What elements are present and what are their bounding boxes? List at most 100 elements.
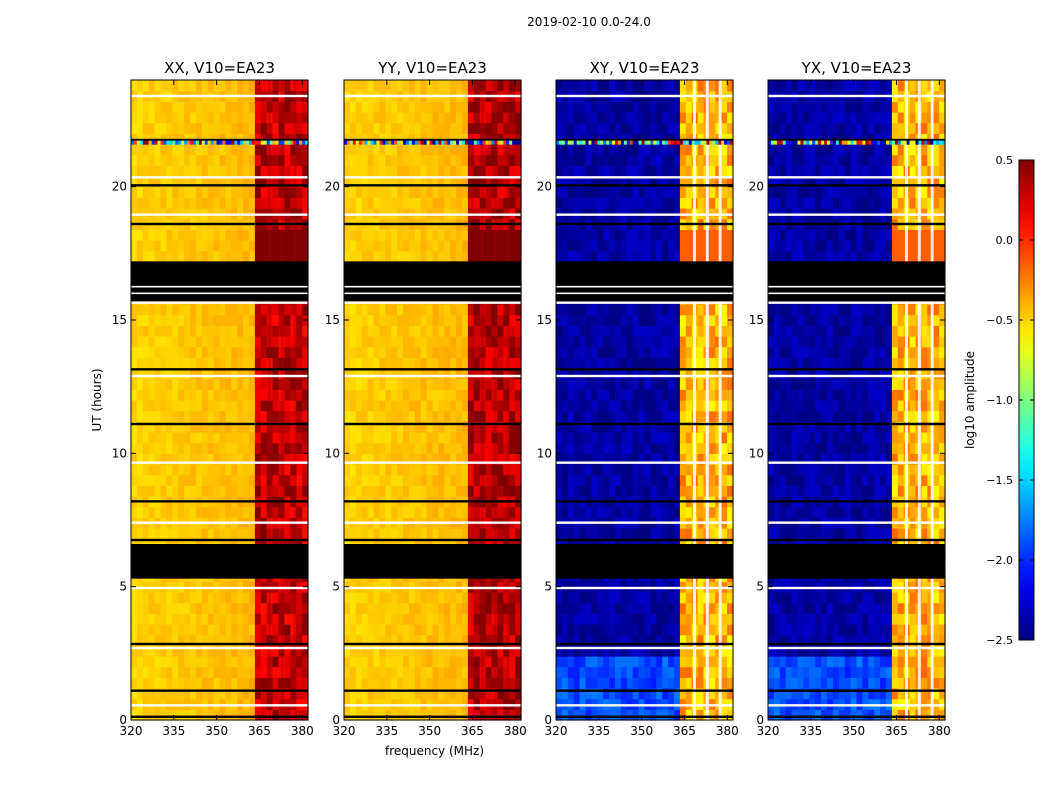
heatmap-cell [155, 443, 162, 454]
heatmap-cell [296, 475, 303, 486]
heatmap-cell [645, 400, 652, 411]
heatmap-cell [344, 80, 351, 91]
heatmap-cell [261, 251, 268, 262]
heatmap-cell [709, 464, 716, 475]
x-tick-label: 380 [504, 724, 527, 738]
heatmap-cell [474, 336, 481, 347]
heatmap-cell [220, 155, 227, 166]
heatmap-cell [486, 229, 493, 240]
heatmap-cell [284, 101, 291, 112]
rfi-row-cell [412, 141, 415, 145]
heatmap-cell [397, 155, 404, 166]
heatmap-cell [196, 123, 203, 134]
heatmap-cell [427, 624, 434, 635]
heatmap-cell [202, 485, 209, 496]
heatmap-cell [450, 336, 457, 347]
heatmap-cell [208, 155, 215, 166]
heatmap-cell [421, 485, 428, 496]
heatmap-cell [662, 379, 669, 390]
heatmap-cell [368, 443, 375, 454]
heatmap-cell [231, 251, 238, 262]
heatmap-cell [662, 325, 669, 336]
heatmap-cell [255, 112, 262, 123]
heatmap-cell [468, 112, 475, 123]
heatmap-cell [214, 592, 221, 603]
heatmap-cell [462, 144, 469, 155]
heatmap-cell [237, 379, 244, 390]
heatmap-cell [468, 624, 475, 635]
heatmap-cell [178, 101, 185, 112]
rfi-row-cell [471, 141, 474, 145]
heatmap-cell [462, 677, 469, 688]
heatmap-cell [662, 411, 669, 422]
heatmap-cell [639, 507, 646, 518]
heatmap-cell [368, 325, 375, 336]
heatmap-cell [368, 80, 375, 91]
heatmap-cell [556, 613, 563, 624]
heatmap-cell [433, 315, 440, 326]
heatmap-cell [379, 624, 386, 635]
heatmap-cell [450, 144, 457, 155]
rfi-row-cell [161, 141, 164, 145]
heatmap-cell [686, 709, 693, 720]
heatmap-cell [172, 485, 179, 496]
heatmap-cell [344, 485, 351, 496]
heatmap-cell [468, 144, 475, 155]
heatmap-cell [591, 325, 598, 336]
heatmap-cell [379, 101, 386, 112]
heatmap-cell [178, 485, 185, 496]
heatmap-cell [656, 485, 663, 496]
heatmap-cell [202, 144, 209, 155]
heatmap-cell [497, 411, 504, 422]
heatmap-cell [255, 304, 262, 315]
heatmap-cell [456, 624, 463, 635]
rfi-row-cell [418, 141, 421, 145]
heatmap-cell [202, 400, 209, 411]
heatmap-cell [161, 315, 168, 326]
heatmap-cell [686, 475, 693, 486]
heatmap-cell [580, 592, 587, 603]
heatmap-cell [362, 155, 369, 166]
heatmap-cell [362, 624, 369, 635]
heatmap-cell [249, 251, 256, 262]
heatmap-cell [474, 613, 481, 624]
heatmap-cell [562, 443, 569, 454]
heatmap-cell [208, 347, 215, 358]
heatmap-cell [456, 443, 463, 454]
heatmap-cell [721, 379, 728, 390]
heatmap-cell [237, 656, 244, 667]
heatmap-cell [172, 304, 179, 315]
time-gap-line [131, 689, 308, 691]
heatmap-cell [356, 443, 363, 454]
heatmap-cell [161, 411, 168, 422]
heatmap-cell [344, 528, 351, 539]
heatmap-cell [143, 667, 150, 678]
heatmap-cell [403, 667, 410, 678]
heatmap-cell [568, 411, 575, 422]
heatmap-cell [444, 475, 451, 486]
heatmap-cell [385, 315, 392, 326]
heatmap-cell [621, 656, 628, 667]
rfi-row-cell [220, 141, 223, 145]
heatmap-cell [202, 624, 209, 635]
heatmap-cell [433, 187, 440, 198]
heatmap-cell [668, 656, 675, 667]
heatmap-cell [603, 507, 610, 518]
heatmap-cell [249, 240, 256, 251]
heatmap-cell [231, 613, 238, 624]
heatmap-cell [237, 709, 244, 720]
time-gap-line [344, 689, 521, 691]
rfi-row-cell [474, 141, 477, 145]
heatmap-cell [391, 667, 398, 678]
heatmap-cell [397, 357, 404, 368]
heatmap-cell [143, 464, 150, 475]
heatmap-cell [296, 400, 303, 411]
heatmap-cell [131, 304, 138, 315]
heatmap-cell [137, 667, 144, 678]
heatmap-cell [456, 613, 463, 624]
heatmap-cell [633, 325, 640, 336]
heatmap-cell [273, 315, 280, 326]
heatmap-cell [172, 677, 179, 688]
heatmap-cell [379, 336, 386, 347]
heatmap-cell [662, 667, 669, 678]
